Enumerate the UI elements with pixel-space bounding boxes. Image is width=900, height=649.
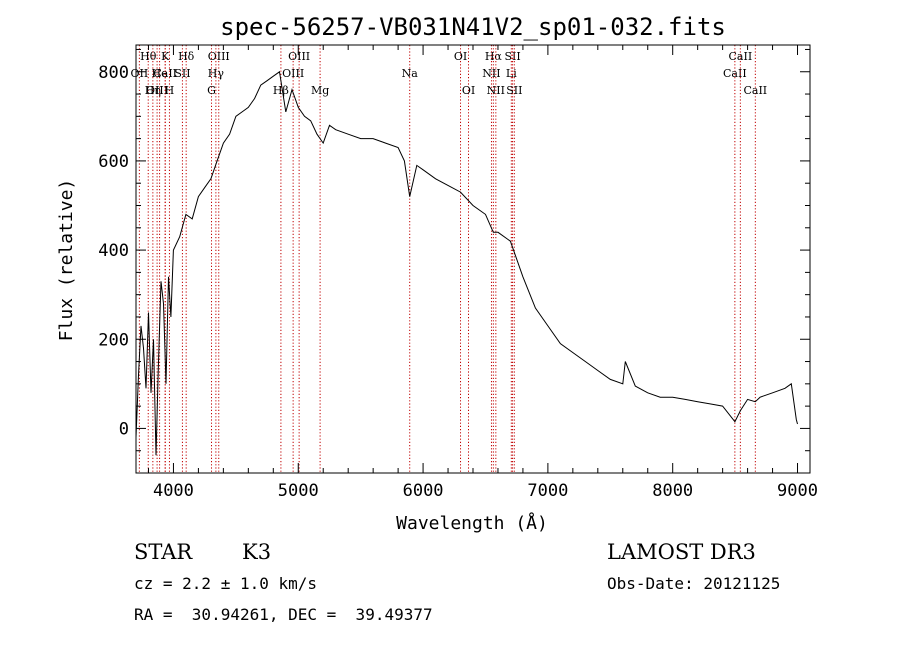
spectral-line-label: SII bbox=[506, 84, 522, 97]
object-class: STAR bbox=[134, 540, 193, 564]
spectral-line-label: NII bbox=[487, 84, 505, 97]
spectral-line-label: OIII bbox=[288, 50, 310, 63]
spectral-line-label: Hδ bbox=[178, 50, 195, 63]
spectral-line-label: OIII bbox=[208, 50, 230, 63]
spectral-line-label: CaII bbox=[153, 67, 177, 80]
spectral-line-label: Li bbox=[506, 67, 517, 80]
x-tick-label: 9000 bbox=[777, 481, 818, 501]
spectral-line-label: OI bbox=[454, 50, 467, 63]
spectral-line-label: He bbox=[152, 67, 168, 80]
y-tick-label: 200 bbox=[98, 330, 129, 350]
spectral-line-label: OIII bbox=[146, 84, 168, 97]
spectral-line-label: K bbox=[161, 50, 170, 63]
spectral-line-label: Hα bbox=[485, 50, 503, 63]
spectral-line-label: Na bbox=[402, 67, 419, 80]
spectral-line-label: CaII bbox=[743, 84, 767, 97]
spectral-line-label: Hγ bbox=[208, 67, 225, 80]
y-tick-label: 400 bbox=[98, 241, 129, 261]
chart-title: spec-56257-VB031N41V2_sp01-032.fits bbox=[220, 13, 726, 41]
object-subclass: K3 bbox=[242, 540, 272, 564]
redshift-readout: cz = 2.2 ± 1.0 km/s bbox=[134, 574, 318, 593]
x-tick-label: 7000 bbox=[527, 481, 568, 501]
spectral-line-label: SII bbox=[174, 67, 190, 80]
spectral-line-label: SII bbox=[504, 50, 520, 63]
y-tick-label: 800 bbox=[98, 63, 129, 83]
y-tick-label: 600 bbox=[98, 152, 129, 172]
x-axis-label: Wavelength (Å) bbox=[396, 512, 548, 534]
spectral-line-label: CaII bbox=[723, 67, 747, 80]
x-tick-label: 5000 bbox=[278, 481, 319, 501]
spectral-line-label: Mg bbox=[311, 84, 329, 97]
x-tick-label: 6000 bbox=[403, 481, 444, 501]
spectral-line-label: G bbox=[207, 84, 216, 97]
flux-series-line bbox=[135, 70, 798, 456]
spectral-line-label: Hθ bbox=[140, 50, 157, 63]
spectral-line-label: NII bbox=[482, 67, 500, 80]
survey-name: LAMOST DR3 bbox=[607, 540, 756, 564]
x-tick-label: 8000 bbox=[652, 481, 693, 501]
y-tick-label: 0 bbox=[119, 419, 129, 439]
coordinates-readout: RA = 30.94261, DEC = 39.49377 bbox=[134, 605, 433, 624]
plot-frame bbox=[135, 44, 811, 474]
observation-date: Obs-Date: 20121125 bbox=[607, 574, 781, 593]
spectral-line-label: OIII bbox=[282, 67, 304, 80]
spectral-line-label: Hη bbox=[145, 84, 161, 97]
spectral-line-label: OI bbox=[462, 84, 475, 97]
spectral-line-label: OII bbox=[131, 67, 149, 80]
spectral-line-label: H bbox=[165, 84, 175, 97]
y-axis-label: Flux (relative) bbox=[56, 179, 77, 342]
x-tick-label: 4000 bbox=[153, 481, 194, 501]
spectral-line-label: CaII bbox=[729, 50, 753, 63]
spectral-line-label: Hβ bbox=[273, 84, 289, 97]
axis-ticks: 4000 5000 6000 7000 8000 9000 0 200 400 600 800 bbox=[98, 45, 818, 501]
